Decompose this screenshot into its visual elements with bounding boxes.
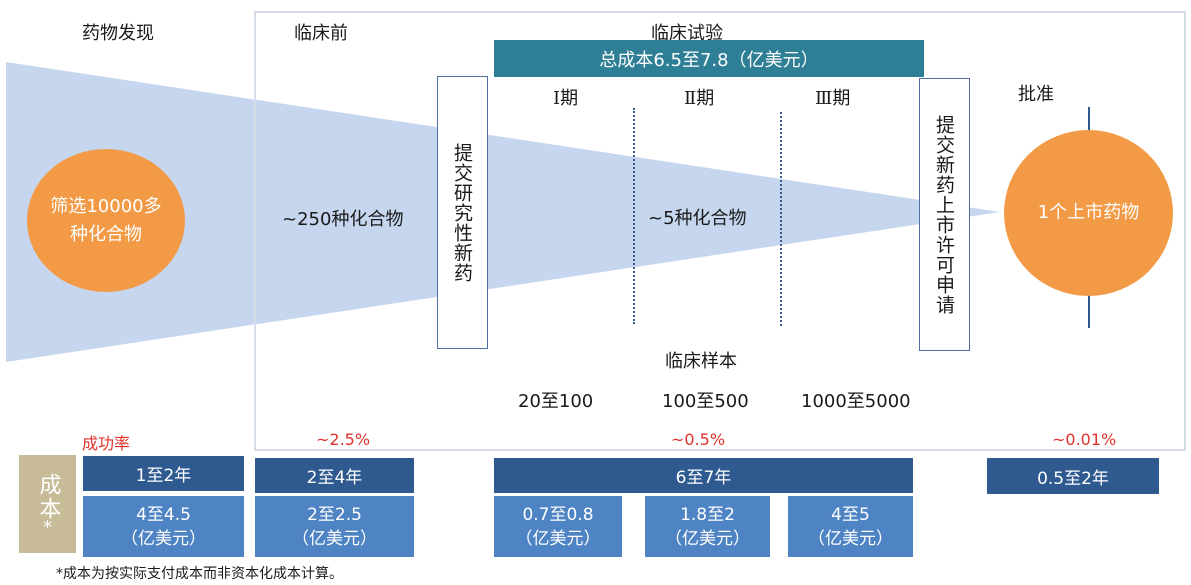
cost-phase-3: 4至5 （亿美元） bbox=[788, 496, 913, 557]
cost-preclinical: 2至2.5 （亿美元） bbox=[255, 496, 414, 557]
cost-phase-3-value: 4至5 bbox=[831, 504, 870, 525]
sample-phase-3: 1000至5000 bbox=[801, 391, 911, 412]
success-rate-approval: ~0.01% bbox=[1052, 430, 1117, 449]
stage-discovery-label: 药物发现 bbox=[82, 23, 154, 44]
cost-discovery-value: 4至4.5 bbox=[136, 504, 191, 525]
phase-2-label: Ⅱ期 bbox=[684, 88, 715, 109]
duration-clinical: 6至7年 bbox=[494, 458, 913, 493]
cost-phase-1: 0.7至0.8 （亿美元） bbox=[494, 496, 622, 557]
screening-circle: 筛选10000多种化合物 bbox=[27, 149, 185, 292]
sample-phase-1: 20至100 bbox=[518, 391, 594, 412]
cost-phase-2-unit: （亿美元） bbox=[665, 528, 750, 549]
preclinical-approval-frame bbox=[254, 11, 1186, 451]
clinical-sample-label: 临床样本 bbox=[665, 351, 737, 372]
cost-preclinical-unit: （亿美元） bbox=[292, 528, 377, 549]
phase-divider-2 bbox=[780, 112, 782, 326]
phase-divider-1 bbox=[633, 108, 635, 324]
cost-phase-2: 1.8至2 （亿美元） bbox=[645, 496, 770, 557]
cost-discovery-unit: （亿美元） bbox=[121, 528, 206, 549]
total-cost-bar: 总成本6.5至7.8（亿美元） bbox=[494, 40, 924, 77]
cost-preclinical-value: 2至2.5 bbox=[307, 504, 362, 525]
cost-phase-1-value: 0.7至0.8 bbox=[522, 504, 594, 525]
cost-phase-1-unit: （亿美元） bbox=[515, 528, 601, 549]
success-rate-clinical: ~0.5% bbox=[671, 430, 726, 449]
stage-approval-label: 批准 bbox=[1018, 84, 1054, 105]
ind-submission-box: 提交研究性新药 bbox=[437, 76, 488, 349]
cost-discovery: 4至4.5 （亿美元） bbox=[83, 496, 244, 557]
cost-label: 成本 bbox=[35, 473, 61, 521]
marketed-drug-circle: 1个上市药物 bbox=[1004, 130, 1173, 296]
duration-discovery: 1至2年 bbox=[83, 456, 244, 491]
nda-submission-box: 提交新药上市许可申请 bbox=[919, 78, 970, 351]
clinical-compounds: ~5种化合物 bbox=[648, 208, 747, 229]
stage-preclinical-label: 临床前 bbox=[294, 23, 348, 44]
preclinical-compounds: ~250种化合物 bbox=[282, 209, 404, 230]
success-rate-preclinical: ~2.5% bbox=[316, 430, 371, 449]
stage-clinical-label: 临床试验 bbox=[651, 23, 723, 44]
duration-approval: 0.5至2年 bbox=[987, 458, 1159, 494]
duration-preclinical: 2至4年 bbox=[255, 458, 414, 493]
sample-phase-2: 100至500 bbox=[662, 391, 749, 412]
phase-1-label: Ⅰ期 bbox=[553, 88, 579, 109]
cost-label-block: 成本 * bbox=[19, 455, 76, 553]
cost-phase-2-value: 1.8至2 bbox=[680, 504, 735, 525]
success-rate-label: 成功率 bbox=[82, 434, 131, 453]
cost-phase-3-unit: （亿美元） bbox=[808, 528, 893, 549]
footnote: *成本为按实际支付成本而非资本化成本计算。 bbox=[56, 566, 343, 582]
cost-asterisk: * bbox=[43, 517, 52, 538]
phase-3-label: Ⅲ期 bbox=[815, 88, 851, 109]
